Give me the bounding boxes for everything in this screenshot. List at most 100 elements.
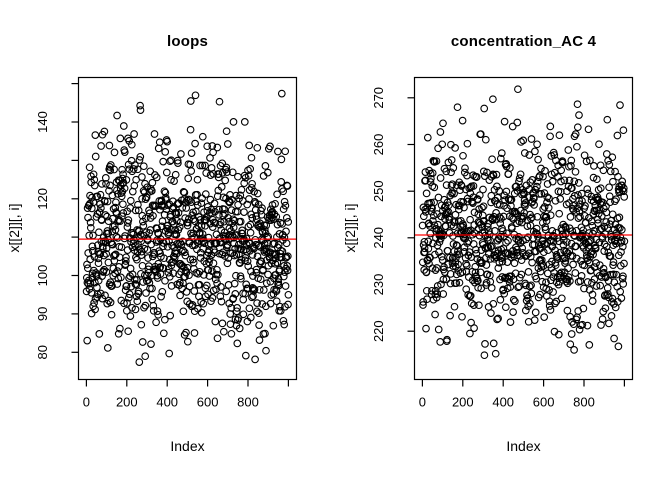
scatter-point	[545, 194, 553, 203]
scatter-point	[554, 330, 563, 339]
scatter-point	[481, 340, 489, 348]
scatter-point	[467, 299, 476, 308]
scatter-point	[253, 307, 261, 316]
scatter-point	[242, 240, 251, 249]
scatter-point	[600, 240, 609, 249]
scatter-point	[246, 220, 255, 229]
scatter-point	[617, 237, 626, 245]
scatter-point	[259, 286, 268, 294]
scatter-point	[152, 318, 160, 327]
scatter-point	[524, 233, 532, 242]
scatter-point	[581, 202, 589, 210]
scatter-point	[549, 288, 557, 296]
scatter-point	[582, 157, 591, 166]
scatter-point	[153, 307, 162, 315]
scatter-point	[134, 287, 143, 296]
scatter-point	[87, 309, 96, 318]
scatter-point	[551, 299, 559, 308]
scatter-point	[191, 139, 199, 148]
scatter-point	[113, 234, 122, 242]
scatter-point	[242, 247, 251, 256]
scatter-point	[101, 291, 109, 300]
scatter-point	[237, 185, 246, 194]
scatter-point	[447, 168, 455, 177]
scatter-point	[533, 182, 541, 191]
scatter-point	[557, 177, 565, 186]
scatter-point	[586, 156, 594, 165]
scatter-point	[187, 198, 196, 206]
scatter-point	[132, 281, 141, 289]
scatter-point	[574, 179, 583, 187]
scatter-point	[430, 198, 438, 207]
scatter-point	[479, 185, 487, 194]
scatter-point	[446, 311, 454, 320]
scatter-point	[83, 336, 92, 345]
scatter-point	[120, 148, 129, 156]
scatter-point	[138, 173, 146, 181]
scatter-point	[496, 154, 505, 163]
scatter-point	[437, 280, 445, 289]
scatter-point	[610, 334, 618, 343]
scatter-point	[489, 171, 498, 180]
scatter-point	[182, 196, 191, 205]
scatter-point	[424, 244, 433, 253]
scatter-point	[171, 170, 180, 179]
scatter-point	[442, 275, 451, 284]
scatter-point	[223, 168, 231, 176]
scatter-point	[175, 223, 184, 231]
scatter-point	[250, 187, 258, 196]
scatter-point	[558, 158, 567, 167]
scatter-point	[543, 193, 552, 201]
scatter-point	[421, 208, 430, 216]
scatter-point	[97, 204, 105, 212]
scatter-point	[421, 176, 430, 185]
scatter-point	[209, 259, 218, 268]
scatter-point	[250, 285, 259, 294]
scatter-point	[616, 233, 625, 242]
scatter-point	[245, 304, 254, 313]
scatter-point	[112, 232, 121, 241]
scatter-point	[271, 199, 279, 208]
scatter-point	[155, 138, 164, 147]
scatter-point	[548, 227, 557, 235]
scatter-point	[111, 203, 120, 212]
scatter-point	[614, 342, 623, 351]
scatter-point	[439, 119, 447, 128]
scatter-point	[573, 123, 582, 132]
scatter-point	[201, 190, 210, 198]
scatter-point	[599, 264, 608, 273]
scatter-point	[224, 281, 233, 289]
scatter-point	[527, 289, 536, 298]
scatter-point	[489, 339, 498, 348]
scatter-point	[596, 281, 605, 290]
scatter-point	[604, 156, 612, 165]
scatter-point	[438, 140, 447, 149]
scatter-point	[131, 280, 140, 288]
scatter-point	[206, 195, 215, 204]
scatter-point	[274, 147, 282, 156]
scatter-point	[603, 115, 612, 124]
scatter-point	[568, 184, 576, 192]
scatter-point	[565, 176, 574, 185]
scatter-point	[453, 103, 462, 112]
scatter-point	[594, 219, 602, 228]
scatter-point	[86, 279, 95, 288]
scatter-point	[173, 216, 181, 225]
y-axis-label: x[[2]][, i]	[342, 203, 358, 253]
scatter-point	[116, 134, 125, 143]
y-tick-label: 220	[371, 320, 386, 342]
scatter-point	[187, 149, 196, 157]
scatter-point	[218, 159, 227, 168]
scatter-point	[158, 287, 167, 296]
scatter-point	[517, 270, 526, 279]
plot-box	[77, 76, 298, 381]
scatter-point	[463, 197, 472, 206]
scatter-point	[564, 146, 573, 154]
scatter-point	[619, 184, 628, 193]
scatter-point	[517, 138, 525, 146]
scatter-point	[474, 283, 482, 292]
scatter-point	[440, 263, 448, 271]
scatter-point	[174, 209, 183, 217]
scatter-point	[186, 125, 195, 134]
scatter-point	[488, 242, 496, 250]
